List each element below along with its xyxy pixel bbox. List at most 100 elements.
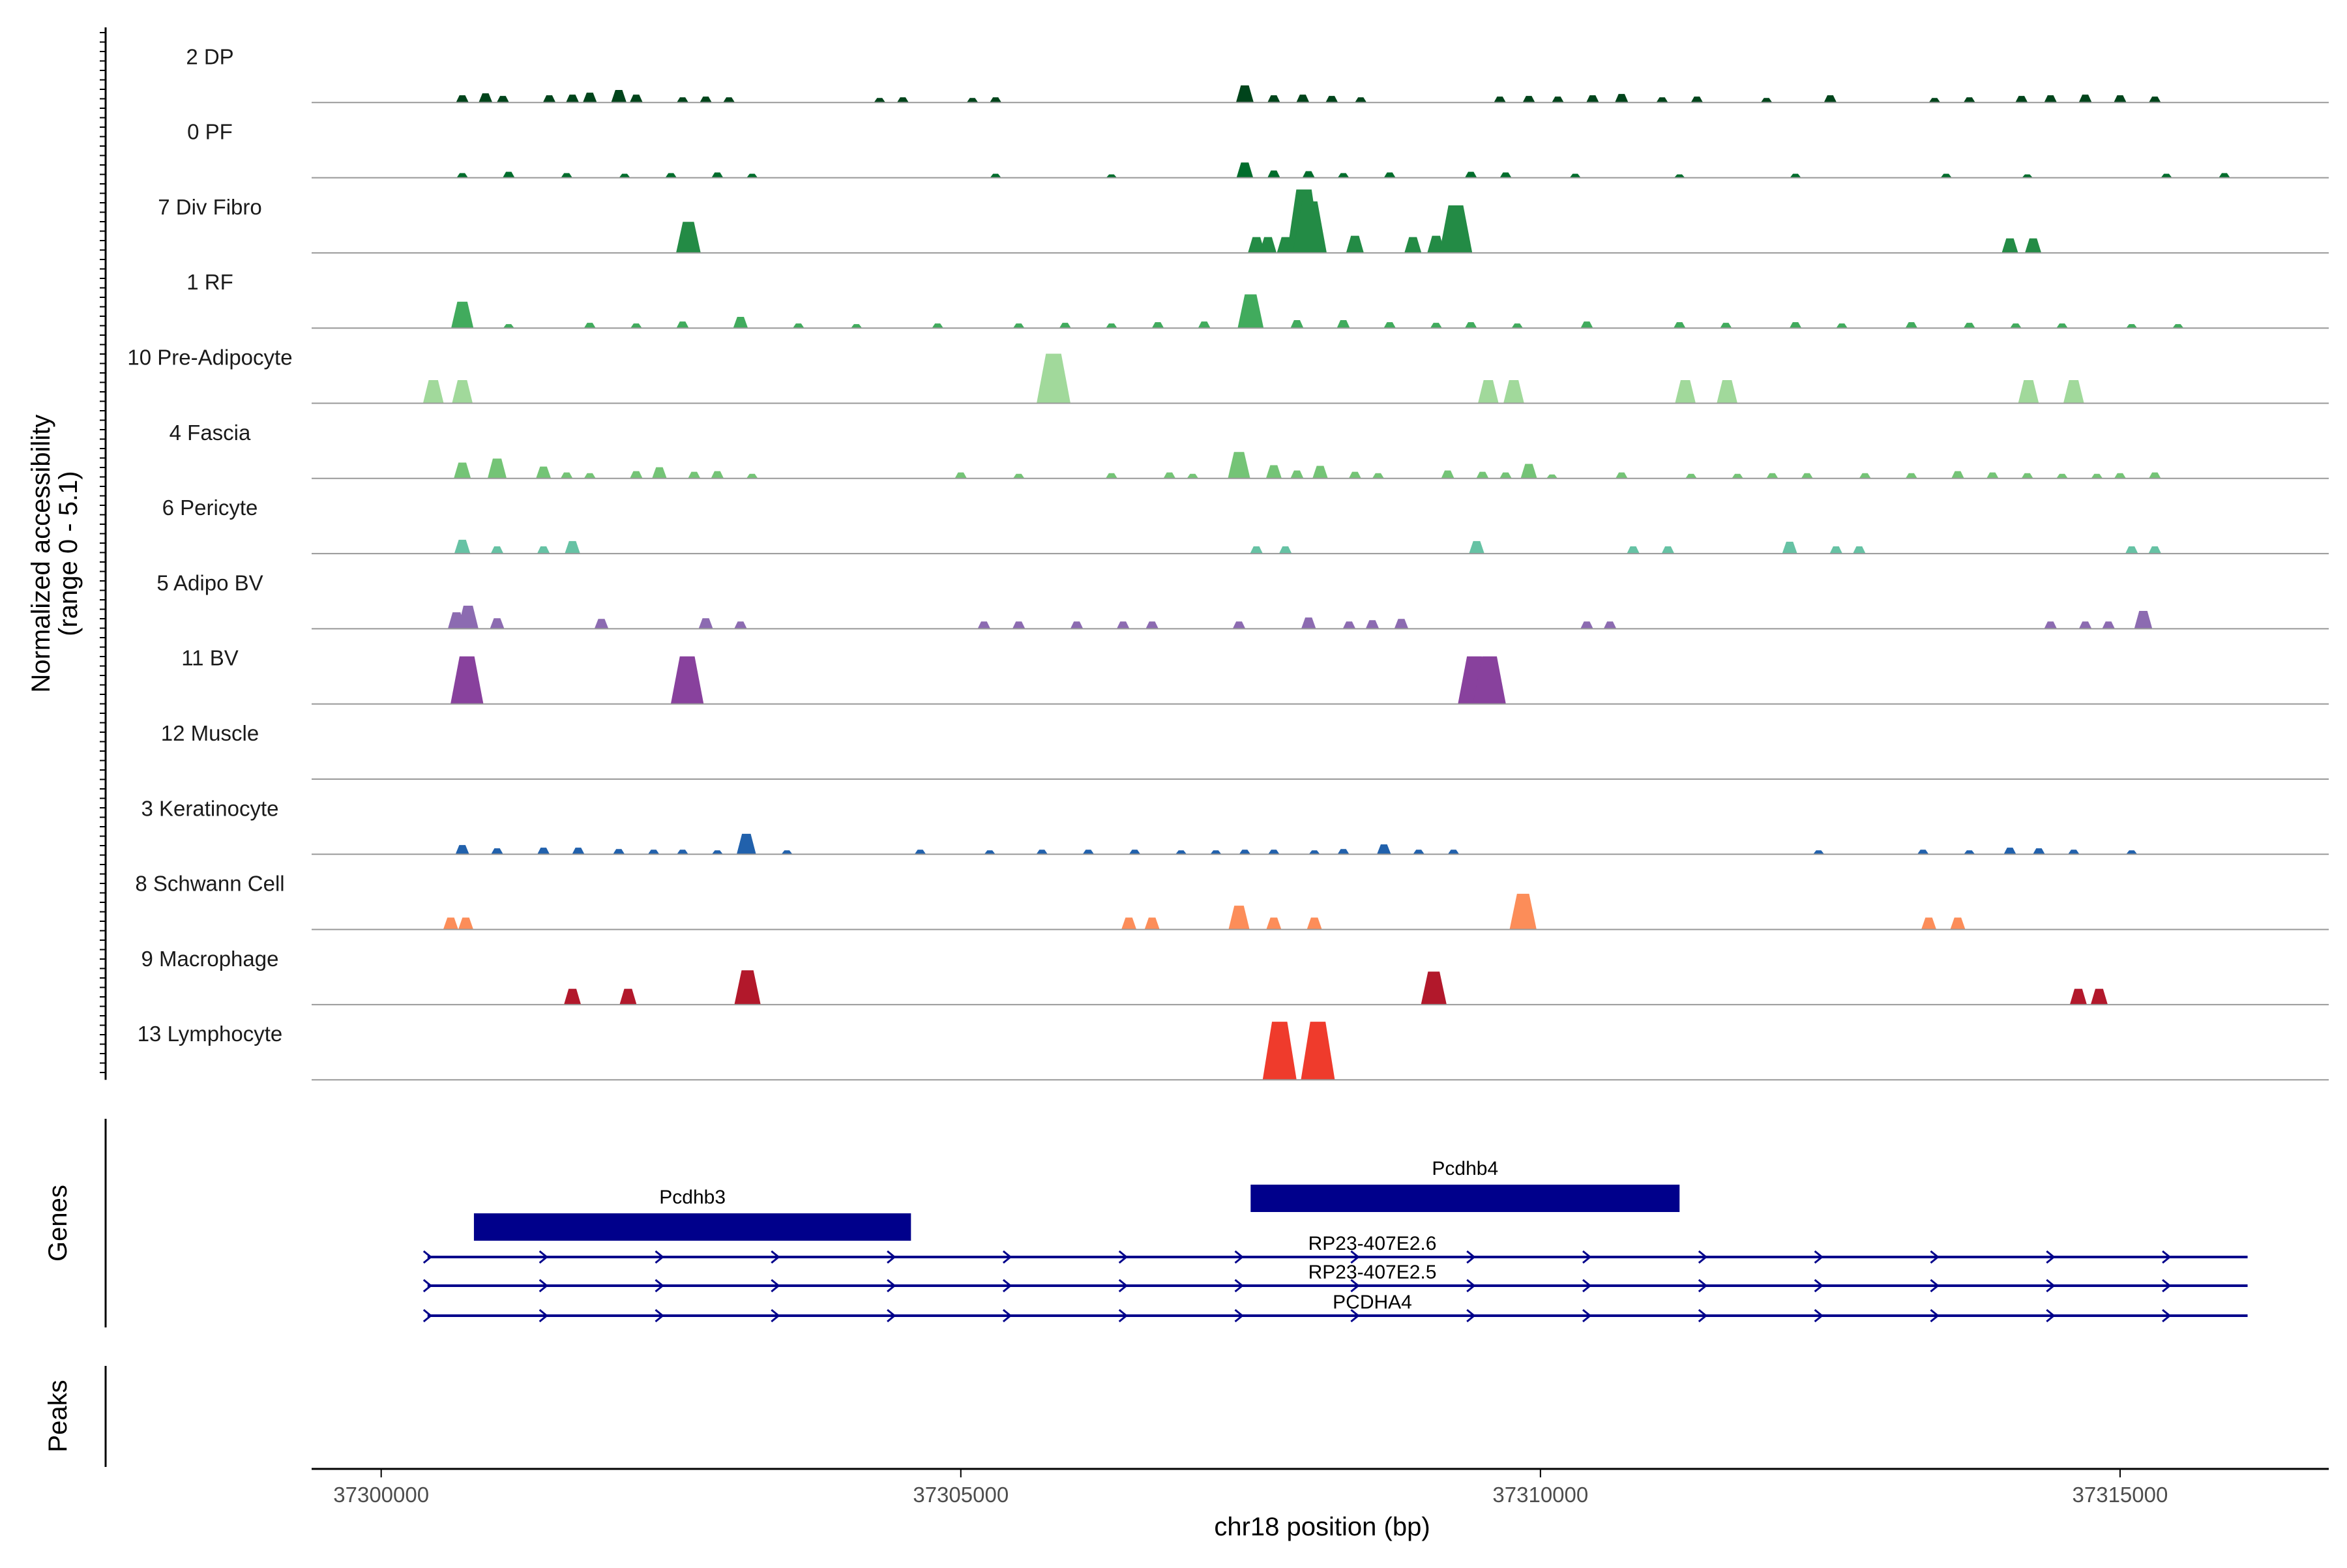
coverage-peak <box>647 850 660 855</box>
coverage-peak <box>896 97 909 103</box>
coverage-peak <box>2068 850 2080 855</box>
coverage-peak <box>1905 473 1917 479</box>
coverage-peak <box>1129 850 1141 855</box>
coverage-peak <box>1266 917 1282 930</box>
coverage-peak <box>1473 656 1506 704</box>
coverage-peak <box>736 833 756 855</box>
coverage-peak <box>1175 850 1187 855</box>
coverage-peak <box>1430 323 1442 329</box>
gene-label: Pcdhb3 <box>659 1187 726 1208</box>
coverage-peak <box>2018 380 2039 404</box>
coverage-peak <box>1503 380 1524 404</box>
strand-arrow <box>1234 1309 1244 1323</box>
strand-arrow <box>771 1279 780 1293</box>
coverage-peak <box>564 988 582 1005</box>
coverage-peak <box>619 173 630 178</box>
coverage-peak <box>1144 917 1160 930</box>
coverage-peak <box>1720 323 1732 329</box>
coverage-peak <box>1522 96 1535 103</box>
strand-arrow <box>1466 1309 1476 1323</box>
coverage-peak <box>676 97 689 103</box>
coverage-peak <box>1586 95 1599 103</box>
coverage-peak <box>1447 850 1460 855</box>
coverage-peak <box>2022 174 2033 178</box>
coverage-peak <box>914 850 926 855</box>
coverage-peak <box>1372 473 1384 479</box>
coverage-peak <box>1210 850 1222 855</box>
coverage-peak <box>1404 237 1422 253</box>
coverage-peak <box>2148 472 2161 479</box>
coverage-peak <box>1394 619 1409 629</box>
coverage-peak <box>954 472 967 479</box>
strand-arrow <box>1582 1250 1592 1264</box>
coverage-peak <box>490 618 505 629</box>
coverage-peak <box>1059 323 1071 329</box>
coverage-peak <box>1823 95 1837 103</box>
coverage-peak <box>487 458 507 479</box>
gene-panel: Genes Pcdhb3 Pcdhb4 RP23-407E2.6 RP23-407E2.… <box>44 1119 2248 1327</box>
coverage-peak <box>1145 621 1159 629</box>
coverage-peak <box>1905 322 1918 329</box>
track-label: 2 DP <box>186 44 233 68</box>
coverage-peak <box>2024 238 2042 253</box>
coverage-peak <box>1301 617 1316 629</box>
track-6: 6 Pericyte <box>162 496 2329 555</box>
strand-arrow <box>539 1279 549 1293</box>
track-12: 9 Macrophage <box>141 947 2329 1005</box>
track-label: 10 Pre-Adipocyte <box>127 346 292 370</box>
coverage-peak <box>560 472 573 479</box>
coverage-peak <box>1963 97 1975 103</box>
strand-arrow <box>887 1309 896 1323</box>
track-label: 4 Fascia <box>170 421 251 445</box>
coverage-peak <box>1661 546 1675 554</box>
coverage-peak <box>503 171 515 178</box>
track-label: 0 PF <box>187 120 233 144</box>
coverage-peak <box>1790 173 1801 178</box>
coverage-peak <box>746 473 758 479</box>
coverage-peak <box>1950 917 1966 930</box>
coverage-peak <box>2126 324 2138 329</box>
coverage-peak <box>1082 850 1095 855</box>
coverage-peak <box>781 850 793 855</box>
coverage-peak <box>1151 322 1164 329</box>
coverage-peak <box>2044 621 2058 629</box>
coverage-peak <box>1312 466 1328 479</box>
coverage-peak <box>670 656 704 704</box>
coverage-peak <box>1383 172 1396 178</box>
coverage-peak <box>1383 322 1396 329</box>
track-label: 11 BV <box>181 646 238 670</box>
coverage-peak <box>723 97 735 103</box>
coverage-peak <box>503 324 514 329</box>
coverage-peak <box>932 323 943 329</box>
coverage-peak <box>1499 172 1512 178</box>
coverage-peak <box>1616 472 1628 479</box>
coverage-peak <box>1499 472 1512 479</box>
coverage-peak <box>1278 546 1292 554</box>
coverage-peak <box>1342 621 1356 629</box>
coverage-peak <box>2078 95 2092 103</box>
coverage-peak <box>1346 235 1364 253</box>
y-axis: Normalized accessibility(range 0 - 5.1) <box>27 27 107 1080</box>
strand-arrow <box>2162 1309 2172 1323</box>
coverage-peak <box>1603 621 1617 629</box>
coverage-peak <box>2114 473 2126 479</box>
gene-label: RP23-407E2.5 <box>1308 1262 1437 1283</box>
coverage-peak <box>2056 473 2068 479</box>
coverage-peak <box>1265 465 1282 479</box>
strand-arrow <box>1234 1279 1244 1293</box>
coverage-peak <box>1829 546 1843 554</box>
coverage-peak <box>698 618 713 629</box>
coverage-peak <box>1337 849 1350 855</box>
coverage-peak <box>1477 380 1499 404</box>
strand-arrow <box>2162 1250 2172 1264</box>
coverage-peak <box>1766 473 1779 479</box>
coverage-peak <box>676 321 689 329</box>
coverage-peak <box>454 539 471 554</box>
coverage-peak <box>1250 546 1263 554</box>
coverage-peak <box>1070 621 1084 629</box>
strand-arrow <box>1350 1279 1360 1293</box>
coverage-peak <box>1308 850 1320 855</box>
coverage-peak <box>1685 473 1697 479</box>
coverage-peak <box>1732 473 1743 479</box>
coverage-peak <box>734 621 747 629</box>
